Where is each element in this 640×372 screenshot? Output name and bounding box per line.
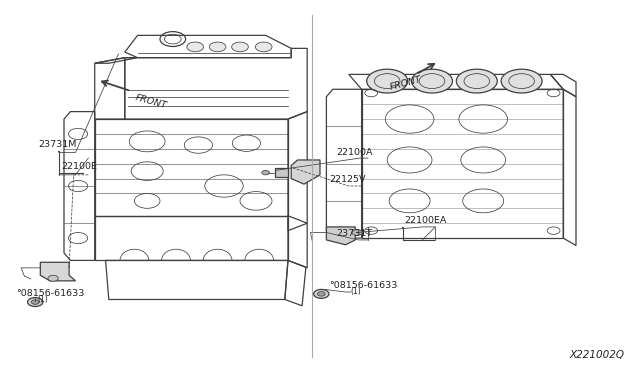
Text: °08156-61633: °08156-61633 xyxy=(330,281,398,290)
Polygon shape xyxy=(291,160,320,184)
Circle shape xyxy=(232,42,248,52)
Circle shape xyxy=(28,298,43,307)
Text: °08156-61633: °08156-61633 xyxy=(16,289,84,298)
Text: 22100EA: 22100EA xyxy=(404,216,447,225)
Text: FRONT: FRONT xyxy=(134,93,168,110)
Text: 22125V: 22125V xyxy=(330,175,366,184)
Circle shape xyxy=(48,275,58,281)
Circle shape xyxy=(209,42,226,52)
Circle shape xyxy=(367,69,408,93)
Polygon shape xyxy=(326,227,355,245)
Circle shape xyxy=(262,170,269,175)
Text: (1): (1) xyxy=(37,295,48,304)
Text: 23731M: 23731M xyxy=(38,140,77,149)
Polygon shape xyxy=(40,262,76,281)
Text: X221002Q: X221002Q xyxy=(569,350,624,360)
Circle shape xyxy=(352,230,362,235)
Circle shape xyxy=(255,42,272,52)
Text: 22100E: 22100E xyxy=(61,162,97,171)
Circle shape xyxy=(31,300,39,304)
Text: 23731T: 23731T xyxy=(336,229,372,238)
Polygon shape xyxy=(275,168,288,177)
Text: FRONT: FRONT xyxy=(389,74,423,92)
Circle shape xyxy=(314,289,329,298)
Circle shape xyxy=(187,42,204,52)
Circle shape xyxy=(317,292,325,296)
Text: 22100A: 22100A xyxy=(336,148,372,157)
Circle shape xyxy=(412,69,452,93)
Text: (1): (1) xyxy=(351,288,362,296)
Circle shape xyxy=(456,69,497,93)
Circle shape xyxy=(501,69,542,93)
